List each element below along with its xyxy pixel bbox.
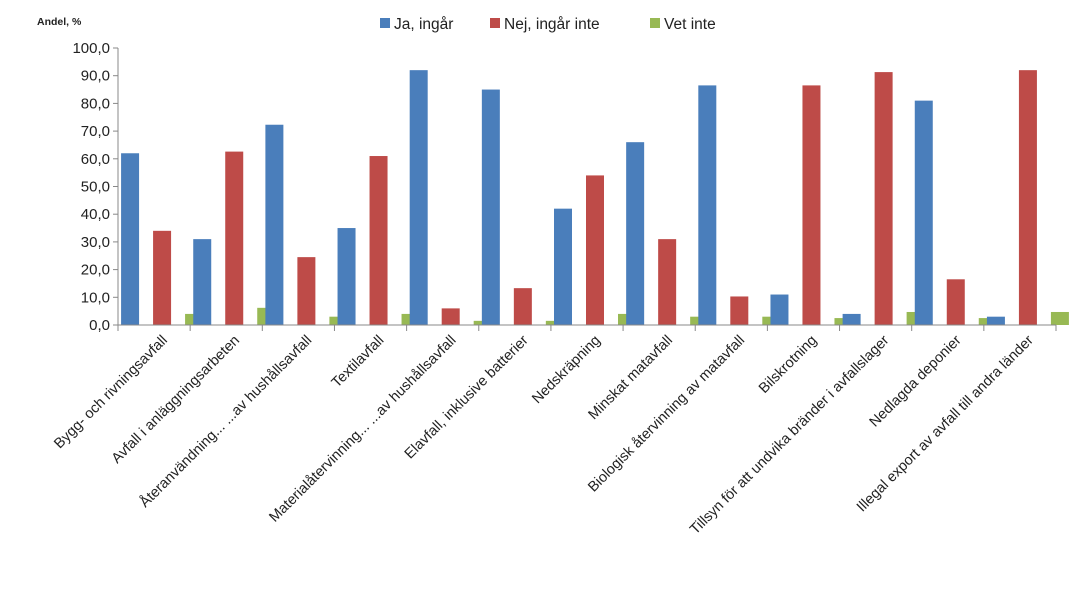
bar-ja: [121, 153, 140, 325]
y-axis-label: Andel, %: [37, 16, 82, 28]
y-tick-label: 10,0: [81, 289, 110, 306]
bar-ja: [193, 239, 212, 325]
bar-nej: [658, 239, 677, 325]
y-tick-label: 80,0: [81, 95, 110, 112]
bar-nej: [513, 288, 532, 325]
bar-ja: [986, 316, 1005, 325]
bar-ja: [265, 124, 284, 325]
y-tick-label: 70,0: [81, 123, 110, 140]
category-label: Elavfall, inklusive batterier: [402, 332, 532, 462]
bar-nej: [874, 72, 893, 325]
bar-ja: [914, 100, 933, 325]
bar-ja: [626, 142, 645, 325]
category-label: Bygg- och rivningsavfall: [51, 333, 171, 453]
bar-ja: [842, 313, 861, 325]
y-tick-label: 20,0: [81, 262, 110, 279]
x-axis: [117, 324, 1057, 331]
bar-nej: [297, 257, 316, 325]
bar-nej: [369, 156, 388, 325]
category-label: Nedskräpning: [529, 333, 604, 408]
bar-vet-inte: [1050, 311, 1069, 325]
legend: Ja, ingår Nej, ingår inte Vet inte: [380, 16, 716, 33]
bar-nej: [946, 279, 965, 325]
bar-nej: [586, 175, 604, 325]
bar-nej: [225, 151, 244, 325]
legend-swatch: [650, 18, 660, 28]
bar-ja: [481, 89, 500, 325]
legend-swatch: [490, 18, 500, 28]
bar-nej: [730, 296, 749, 325]
y-tick-label: 100,0: [72, 40, 110, 57]
bars: [121, 70, 1069, 326]
y-tick-label: 40,0: [81, 206, 110, 223]
y-tick-label: 0,0: [89, 317, 110, 334]
bar-nej: [441, 308, 460, 325]
legend-entry: Ja, ingår: [394, 16, 453, 33]
bar-ja: [698, 85, 717, 326]
y-tick-label: 60,0: [81, 151, 110, 168]
y-axis-ticks: 0,0 10,0 20,0 30,0 40,0 50,0 60,0 70,0 80,0 90,0 1…: [72, 40, 119, 334]
bar-nej: [153, 230, 172, 325]
y-tick-label: 90,0: [81, 68, 110, 85]
legend-entry: Vet inte: [664, 16, 716, 33]
legend-swatch: [380, 18, 390, 28]
bar-ja: [337, 228, 356, 325]
y-tick-label: 30,0: [81, 234, 110, 251]
category-label: Bilskrotning: [756, 333, 820, 397]
category-label: Biologisk återvinning av matavfall: [585, 333, 748, 496]
category-label: Avfall i anläggningsarbeten: [109, 333, 243, 467]
bar-nej: [1018, 70, 1037, 325]
y-tick-label: 50,0: [81, 179, 110, 196]
bar-nej: [802, 85, 821, 326]
bar-ja: [554, 208, 572, 325]
legend-entry: Nej, ingår inte: [504, 16, 600, 33]
bar-ja: [770, 294, 789, 325]
category-label: Textilavfall: [329, 333, 388, 392]
bar-ja: [409, 70, 428, 325]
